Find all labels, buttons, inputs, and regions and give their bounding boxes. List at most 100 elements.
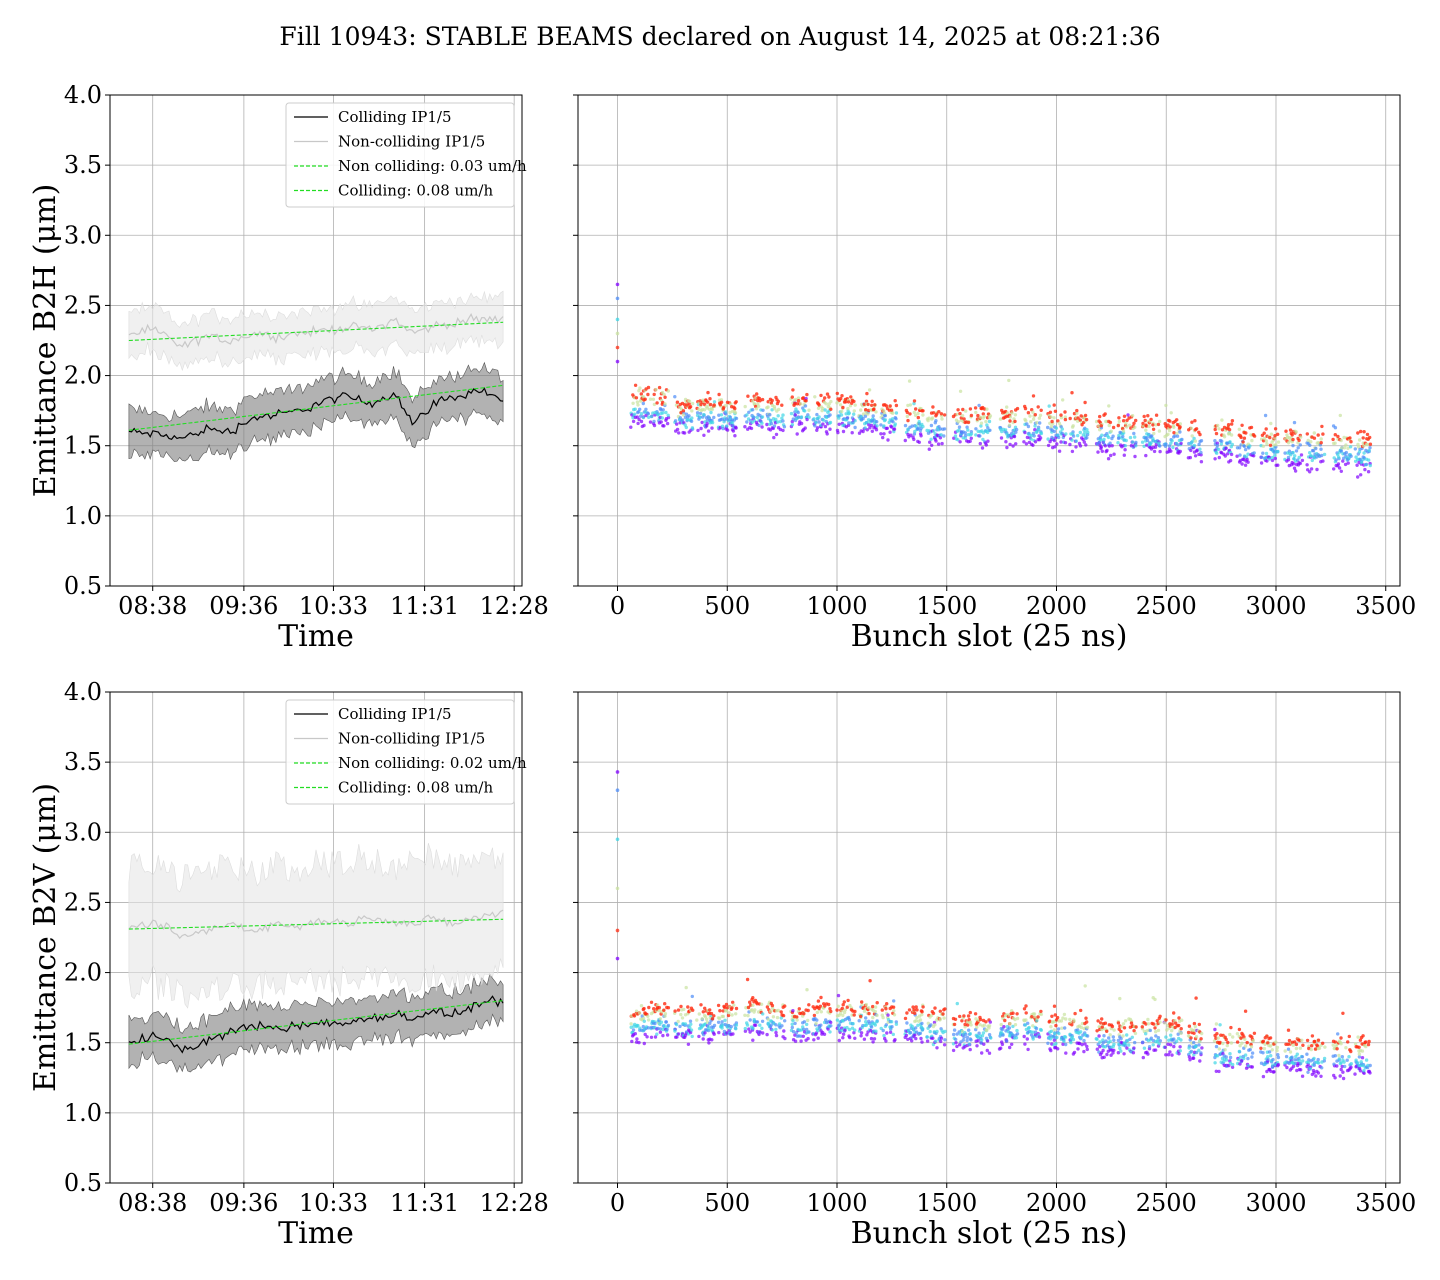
scatter-point	[1007, 1026, 1012, 1030]
scatter-point	[1053, 445, 1057, 449]
scatter-point	[1331, 437, 1335, 442]
scatter-point	[1132, 421, 1136, 425]
scatter-point	[1200, 1046, 1204, 1050]
scatter-point	[770, 1003, 775, 1008]
scatter-point	[951, 1048, 956, 1053]
scatter-point	[852, 1031, 856, 1035]
scatter-point	[1172, 1044, 1176, 1049]
scatter-point	[1037, 427, 1041, 432]
scatter-point	[752, 415, 756, 419]
scatter-point	[1310, 458, 1315, 463]
scatter-point	[1153, 1048, 1158, 1052]
scatter-point	[639, 1004, 644, 1008]
scatter-point	[987, 1051, 992, 1055]
scatter-point	[845, 416, 850, 420]
scatter-point	[978, 415, 983, 419]
scatter-point	[806, 1008, 810, 1013]
scatter-point	[910, 1039, 914, 1043]
scatter-point	[1013, 1017, 1017, 1022]
scatter-point	[1293, 1058, 1297, 1062]
scatter-point	[1072, 1019, 1076, 1023]
scatter-point	[1274, 1040, 1278, 1044]
scatter-point	[1002, 1025, 1006, 1029]
scatter-point	[1268, 1044, 1273, 1048]
x-tick-label: 3500	[1355, 1189, 1416, 1217]
scatter-point	[1147, 424, 1151, 429]
scatter-point	[1180, 437, 1184, 442]
legend-label: Colliding: 0.08 um/h	[338, 779, 493, 797]
scatter-point	[799, 415, 804, 419]
scatter-point	[1190, 434, 1194, 438]
scatter-point	[1125, 425, 1129, 429]
scatter-point	[838, 403, 843, 407]
scatter-point	[987, 1024, 992, 1028]
scatter-point	[966, 1023, 970, 1027]
noncolliding-band	[128, 843, 504, 1009]
scatter-point	[1107, 444, 1112, 448]
scatter-point	[867, 1011, 871, 1016]
scatter-point	[1007, 423, 1012, 427]
scatter-point	[1000, 1027, 1005, 1032]
scatter-point	[952, 1022, 957, 1027]
scatter-point	[657, 1005, 661, 1010]
scatter-point	[1305, 463, 1309, 467]
scatter-point	[705, 421, 709, 426]
scatter-point	[1179, 1038, 1183, 1042]
scatter-point	[881, 435, 885, 440]
scatter-point	[864, 399, 869, 403]
scatter-point	[1238, 1062, 1242, 1066]
scatter-point	[891, 420, 895, 424]
scatter-point	[1294, 1042, 1299, 1047]
scatter-point	[817, 415, 821, 419]
scatter-point	[881, 1028, 885, 1033]
scatter-point	[1057, 435, 1061, 440]
scatter-point	[675, 422, 679, 426]
scatter-point	[1286, 455, 1291, 460]
scatter-point	[938, 427, 943, 431]
scatter-point	[1080, 1021, 1085, 1026]
scatter-point	[1151, 427, 1156, 431]
x-tick-label: 12:28	[480, 592, 549, 620]
scatter-point	[1076, 433, 1080, 438]
scatter-point	[1014, 427, 1019, 432]
scatter-point	[968, 407, 973, 411]
colliding-band	[128, 361, 504, 462]
scatter-point	[913, 413, 918, 417]
scatter-point	[1276, 1053, 1280, 1057]
scatter-point	[1354, 455, 1358, 459]
scatter-point	[780, 1024, 784, 1028]
scatter-point	[1126, 413, 1130, 417]
scatter-point	[1119, 1029, 1123, 1034]
scatter-point	[1163, 1045, 1167, 1050]
scatter-point	[982, 1023, 987, 1027]
scatter-point	[1026, 1021, 1030, 1025]
scatter-point	[1033, 440, 1038, 444]
scatter-point	[646, 385, 651, 390]
scatter-point	[1083, 984, 1087, 988]
scatter-point	[933, 1023, 937, 1027]
scatter-point	[760, 415, 765, 419]
scatter-point	[1339, 438, 1343, 443]
scatter-point	[1172, 1011, 1176, 1015]
scatter-point	[859, 408, 863, 412]
scatter-point	[1029, 420, 1033, 424]
scatter-point	[1078, 418, 1083, 422]
scatter-point	[783, 1036, 787, 1041]
scatter-point	[1284, 1054, 1289, 1059]
scatter-point	[796, 396, 801, 400]
y-tick-label: 3.5	[64, 748, 102, 776]
scatter-point	[1082, 1038, 1086, 1043]
scatter-point	[707, 1027, 711, 1031]
scatter-point	[1105, 1029, 1109, 1034]
scatter-point	[1294, 449, 1299, 453]
scatter-point	[1168, 419, 1172, 423]
scatter-point	[654, 387, 658, 392]
scatter-point	[1153, 445, 1158, 449]
scatter-point	[916, 1023, 920, 1027]
scatter-point	[865, 428, 869, 432]
scatter-point	[866, 1006, 871, 1010]
scatter-point	[981, 1031, 986, 1035]
scatter-point	[964, 1032, 968, 1037]
scatter-point	[1365, 442, 1370, 447]
x-tick-label: 12:28	[480, 1189, 549, 1217]
